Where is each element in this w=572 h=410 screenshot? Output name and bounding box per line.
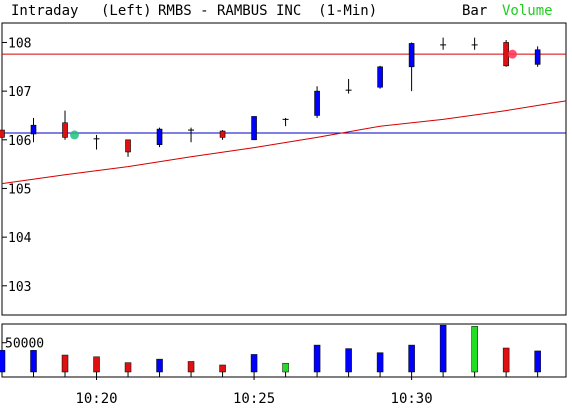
price-bar-body	[503, 42, 509, 67]
price-bar	[251, 116, 257, 141]
volume-bar	[313, 344, 321, 373]
price-y-tick-label: 106	[8, 134, 31, 149]
price-bar-body	[30, 124, 37, 135]
volume-bar	[345, 348, 352, 373]
green-signal-marker	[69, 130, 79, 140]
price-bar	[282, 117, 289, 127]
x-tick-label: 10:30	[391, 391, 433, 407]
bar-type-label[interactable]: Bar	[462, 3, 488, 19]
volume-bar	[439, 324, 447, 373]
price-bar-body	[377, 66, 383, 88]
volume-bar	[30, 350, 37, 373]
volume-toggle-label[interactable]: Volume	[502, 3, 553, 19]
price-bar	[125, 139, 131, 157]
price-y-tick-label: 105	[8, 182, 31, 197]
price-bar	[377, 65, 383, 89]
price-bar	[314, 86, 320, 118]
volume-bar	[282, 362, 289, 373]
price-bar	[471, 37, 478, 50]
chart-frame	[1, 22, 567, 378]
price-y-tick-label: 107	[8, 85, 31, 100]
price-bar	[156, 127, 163, 148]
chart-title: RMBS - RAMBUS INC (1-Min)	[158, 3, 378, 19]
price-bar	[534, 46, 541, 67]
volume-bar	[0, 350, 6, 373]
volume-bar	[502, 347, 510, 373]
price-bar-body	[0, 129, 5, 138]
price-bar	[219, 130, 226, 140]
price-bar	[30, 117, 37, 143]
price-y-tick-label: 104	[8, 231, 32, 246]
price-bar	[62, 110, 68, 140]
price-panel-border	[1, 22, 567, 316]
price-bar-body	[314, 90, 320, 116]
price-bar	[408, 42, 415, 92]
price-panel	[0, 37, 567, 185]
volume-bar	[187, 361, 195, 373]
volume-bar	[156, 358, 163, 373]
price-bar-body	[219, 130, 226, 138]
price-y-tick-label: 103	[8, 280, 31, 295]
volume-y-tick-label: 50000	[5, 337, 44, 352]
price-bar-body	[156, 128, 163, 145]
interval-mode-label: Intraday	[11, 3, 79, 19]
scale-side-label: (Left)	[101, 3, 152, 19]
volume-bar	[534, 350, 541, 373]
red-signal-marker	[507, 49, 517, 59]
price-bar	[93, 134, 100, 150]
volume-bar	[124, 362, 132, 373]
price-bar-body	[251, 116, 257, 141]
price-bar	[440, 37, 447, 50]
volume-bar	[61, 354, 69, 373]
moving-average-line	[1, 100, 567, 185]
x-tick-label: 10:20	[75, 391, 117, 407]
volume-bar	[376, 352, 384, 373]
price-bar-body	[534, 49, 541, 65]
axes: 103 104 105 106 107 108 50000 10:20 10:25 10:30	[1, 36, 539, 407]
price-bar	[188, 127, 195, 143]
x-tick-label: 10:25	[233, 391, 275, 407]
volume-panel	[0, 324, 541, 373]
volume-bar	[250, 354, 258, 373]
volume-bar	[471, 326, 478, 373]
price-bar	[503, 40, 509, 67]
volume-bar	[408, 344, 415, 373]
price-bar-body	[125, 139, 131, 153]
price-bar-body	[62, 122, 68, 138]
volume-bar	[219, 364, 226, 373]
price-y-tick-label: 108	[8, 36, 31, 51]
price-bar-body	[408, 43, 415, 68]
price-bar	[345, 78, 352, 94]
volume-bar	[93, 356, 100, 373]
